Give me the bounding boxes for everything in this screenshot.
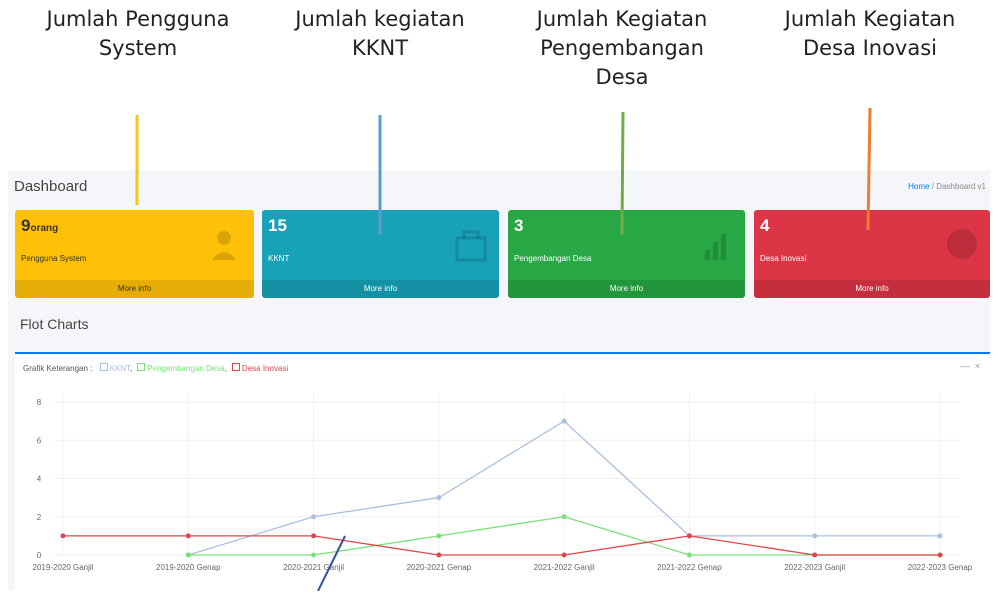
data-point xyxy=(185,552,191,558)
card-icon xyxy=(705,234,726,260)
data-point xyxy=(812,552,818,558)
stat-card: 9orang Pengguna System More info xyxy=(15,210,254,298)
card-number: 9 xyxy=(21,216,31,235)
legend-swatch xyxy=(99,363,108,371)
card-number: 15 xyxy=(268,216,287,235)
y-tick-label: 0 xyxy=(37,551,42,560)
annotation: Jumlah kegiatan KKNT xyxy=(295,7,465,60)
chart: 0 2 4 6 8 2019-2020 Ganjil 2019-2020 Genap 2020… xyxy=(33,392,973,572)
data-point xyxy=(686,552,692,558)
legend-separator: , xyxy=(130,364,133,373)
card-label: Pengembangan Desa xyxy=(514,254,592,263)
card-value: 15 xyxy=(268,216,287,236)
y-tick-label: 4 xyxy=(37,475,42,484)
data-point xyxy=(561,418,567,424)
breadcrumb: Home / Dashboard v1 xyxy=(908,182,986,191)
data-point xyxy=(436,552,442,558)
stat-card: 3 Pengembangan Desa More info xyxy=(508,210,745,298)
card-unit: orang xyxy=(30,223,59,234)
card-link[interactable]: More info xyxy=(508,280,745,298)
data-point xyxy=(311,533,317,539)
card-label: Pengguna System xyxy=(21,254,87,263)
annotation: Jumlah Kegiatan Desa Inovasi xyxy=(784,7,956,60)
chart-card: Grafik Keterangan : KKNT, Pengembangan De… xyxy=(15,352,990,593)
section-title: Flot Charts xyxy=(20,316,89,332)
data-point xyxy=(60,533,66,539)
card-tools[interactable]: — × xyxy=(960,361,980,371)
breadcrumb-separator: / xyxy=(931,182,934,191)
legend-label: Pengembangan Desa xyxy=(147,364,225,373)
card-link[interactable]: More info xyxy=(15,280,254,298)
data-point xyxy=(436,495,442,501)
data-point xyxy=(812,533,818,539)
x-tick-label: 2022-2023 Ganjil xyxy=(784,563,845,572)
data-point xyxy=(937,533,943,539)
dashboard-screenshot: Dashboard Home / Dashboard v1 9orang Pen… xyxy=(8,170,990,593)
data-point xyxy=(311,514,317,520)
x-tick-label: 2020-2021 Ganjil xyxy=(283,563,344,572)
data-point xyxy=(436,533,442,539)
card-icon xyxy=(455,230,487,262)
x-tick-label: 2021-2022 Genap xyxy=(657,563,722,572)
card-label: KKNT xyxy=(268,254,290,263)
x-tick-label: 2021-2022 Ganjil xyxy=(534,563,595,572)
y-tick-label: 8 xyxy=(37,398,42,407)
breadcrumb-current: Dashboard v1 xyxy=(936,182,986,191)
breadcrumb-link[interactable]: Home xyxy=(908,182,930,191)
data-point xyxy=(561,552,567,558)
y-tick-label: 6 xyxy=(37,436,42,445)
card-number: 3 xyxy=(514,216,524,235)
annotation: Jumlah Pengguna System xyxy=(46,7,230,60)
chart-title: Grafik Keterangan : xyxy=(23,364,93,373)
x-tick-label: 2019-2020 Genap xyxy=(156,563,221,572)
card-label: Desa Inovasi xyxy=(760,254,807,263)
legend-label: KKNT xyxy=(109,364,131,373)
card-value: 9orang xyxy=(21,216,58,236)
data-point xyxy=(937,552,943,558)
page-title: Dashboard xyxy=(14,178,88,195)
x-tick-label: 2020-2021 Genap xyxy=(407,563,472,572)
x-tick-label: 2019-2020 Ganjil xyxy=(33,563,94,572)
legend-swatch xyxy=(231,363,240,371)
data-point xyxy=(185,533,191,539)
data-point xyxy=(311,552,317,558)
series-line xyxy=(63,535,940,556)
card-link[interactable]: More info xyxy=(262,280,499,298)
card-link[interactable]: More info xyxy=(754,280,990,298)
card-value: 3 xyxy=(514,216,523,236)
data-point xyxy=(561,514,567,520)
card-icon xyxy=(947,229,977,259)
data-point xyxy=(686,533,692,539)
y-tick-label: 2 xyxy=(37,513,42,522)
legend-swatch xyxy=(137,363,146,371)
legend-separator: , xyxy=(224,364,227,373)
annotation: Jumlah Kegiatan Pengembangan Desa xyxy=(536,7,708,89)
card-number: 4 xyxy=(760,216,770,235)
chart-header: Grafik Keterangan : KKNT, Pengembangan De… xyxy=(23,363,288,373)
stat-card: 4 Desa Inovasi More info xyxy=(754,210,990,298)
legend-label: Desa Inovasi xyxy=(241,364,289,373)
stat-card: 15 KKNT More info xyxy=(262,210,499,298)
x-tick-label: 2022-2023 Genap xyxy=(908,563,973,572)
card-value: 4 xyxy=(760,216,769,236)
card-icon xyxy=(212,231,236,260)
